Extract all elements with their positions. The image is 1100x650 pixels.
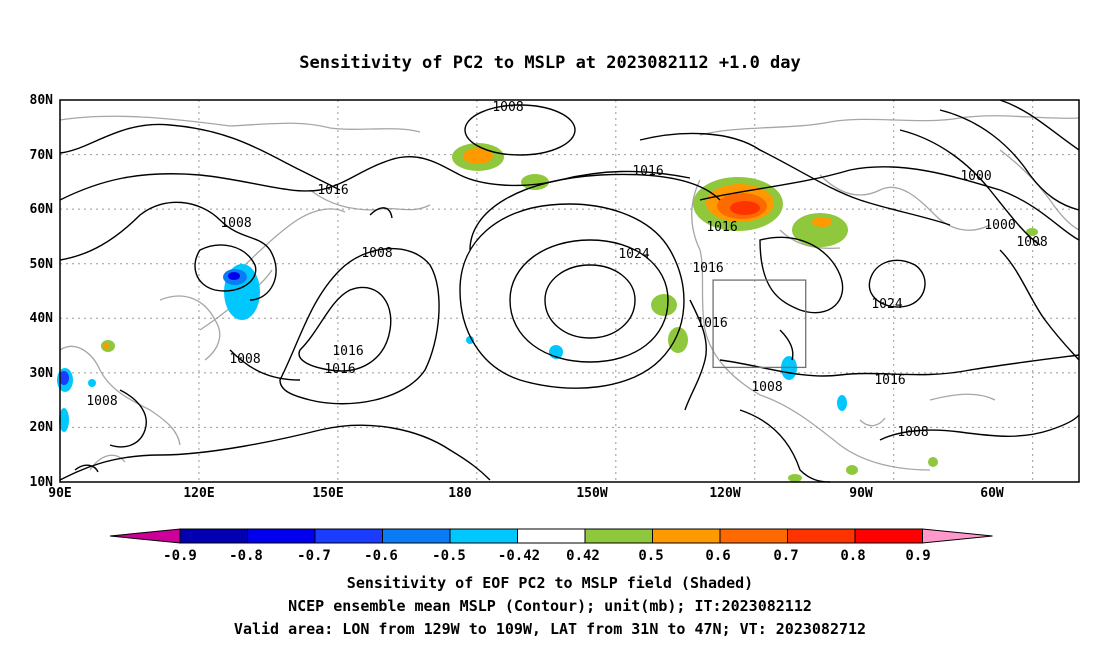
blob-pacific-east [651,294,677,316]
lat-tick-label: 40N [30,311,54,326]
colorbar-label: 0.7 [773,548,798,564]
colorbar-label: 0.8 [840,548,865,564]
colorbar-segment [854,528,923,544]
colorbar-label: -0.6 [364,548,398,564]
lat-tick-label: 60N [30,202,54,217]
isobar-label: 1008 [1016,235,1047,250]
blob-caribbean [846,465,858,475]
lat-tick-label: 20N [30,420,54,435]
caption-line-2: NCEP ensemble mean MSLP (Contour); unit(… [288,597,812,615]
colorbar-label: -0.7 [297,548,331,564]
lon-tick-label: 150E [312,486,343,501]
isobar-label: 1008 [492,100,523,115]
blob-newfoundland [1026,228,1038,236]
blob-gulf-negative [837,395,847,411]
blob-canada [693,177,783,231]
blob-panama [788,474,802,482]
caption-line-1: Sensitivity of EOF PC2 to MSLP field (Sh… [347,574,753,592]
isobar-label: 1008 [229,352,260,367]
blob-hudson [792,213,848,247]
colorbar [109,528,993,544]
lon-tick-label: 90W [849,486,873,501]
colorbar-segment [382,528,451,544]
isobar-label: 1016 [317,183,348,198]
x-axis: 90E 120E 150E 180 150W 120W 90W 60W [48,486,1004,501]
isobar-label: 1016 [692,261,723,276]
isobar-label: 1008 [361,246,392,261]
colorbar-segment [652,528,721,544]
colorbar-segment [449,528,518,544]
coastlines [59,115,1080,471]
colorbar-segment [517,528,586,544]
isobar-label: 1008 [220,216,251,231]
isobar-label: 1008 [897,425,928,440]
lat-tick-label: 30N [30,366,54,381]
blob-india-low [59,408,69,432]
colorbar-label: 0.9 [905,548,930,564]
lon-tick-label: 120W [709,486,740,501]
colorbar-segment [787,528,856,544]
lon-tick-label: 150W [576,486,607,501]
caption-line-3: Valid area: LON from 129W to 109W, LAT f… [234,620,866,638]
blob-atlantic [928,457,938,467]
colorbar-label: -0.9 [163,548,197,564]
lon-tick-label: 90E [48,486,71,501]
colorbar-label: -0.42 [498,548,540,564]
isobar-label: 1016 [324,362,355,377]
isobar-label: 1024 [871,297,902,312]
lon-tick-label: 120E [183,486,214,501]
isobar-label: 1016 [706,220,737,235]
colorbar-labels: -0.9 -0.8 -0.7 -0.6 -0.5 -0.42 0.42 0.5 … [163,548,931,564]
isobar-label: 1016 [874,373,905,388]
isobar-label: 1016 [332,344,363,359]
lon-tick-label: 180 [448,486,472,501]
colorbar-arrow-low [109,528,181,544]
lon-tick-label: 60W [980,486,1004,501]
lat-tick-label: 50N [30,257,54,272]
isobar-label: 1008 [86,394,117,409]
isobar-label: 1016 [632,164,663,179]
blob-japan-negative [223,264,260,320]
isobar-label: 1000 [960,169,991,184]
lat-tick-label: 10N [30,475,54,490]
isobar-label: 1008 [751,380,782,395]
sensitivity-shading [57,143,1038,482]
isobar-label: 1016 [696,316,727,331]
colorbar-label: -0.5 [432,548,466,564]
colorbar-arrow-high [922,528,993,544]
blob-alaska-small [521,174,549,190]
map-panel: 1008 1016 1016 1008 1008 1016 1024 1016 … [57,99,1080,483]
colorbar-segment [584,528,653,544]
colorbar-segment [314,528,383,544]
colorbar-label: -0.8 [229,548,263,564]
lat-tick-label: 80N [30,93,54,108]
figure-title: Sensitivity of PC2 to MSLP at 2023082112… [299,53,801,73]
isobar-labels: 1008 1016 1016 1008 1008 1016 1024 1016 … [86,100,1047,440]
colorbar-label: 0.42 [566,548,600,564]
blob-bering [452,143,504,171]
map-frame [59,99,1080,483]
colorbar-label: 0.6 [705,548,730,564]
blob-baja [668,327,688,353]
colorbar-label: 0.5 [638,548,663,564]
isobar-label: 1000 [984,218,1015,233]
isobar-label: 1024 [618,247,649,262]
colorbar-segment [179,528,248,544]
lat-tick-label: 70N [30,148,54,163]
blob-india-negative [57,368,73,392]
isobars [59,99,1080,483]
y-axis: 80N 70N 60N 50N 40N 30N 20N 10N [30,93,54,490]
colorbar-segment [719,528,788,544]
grid-lines [60,100,1079,482]
colorbar-segment [247,528,316,544]
valid-area-box [712,279,807,369]
